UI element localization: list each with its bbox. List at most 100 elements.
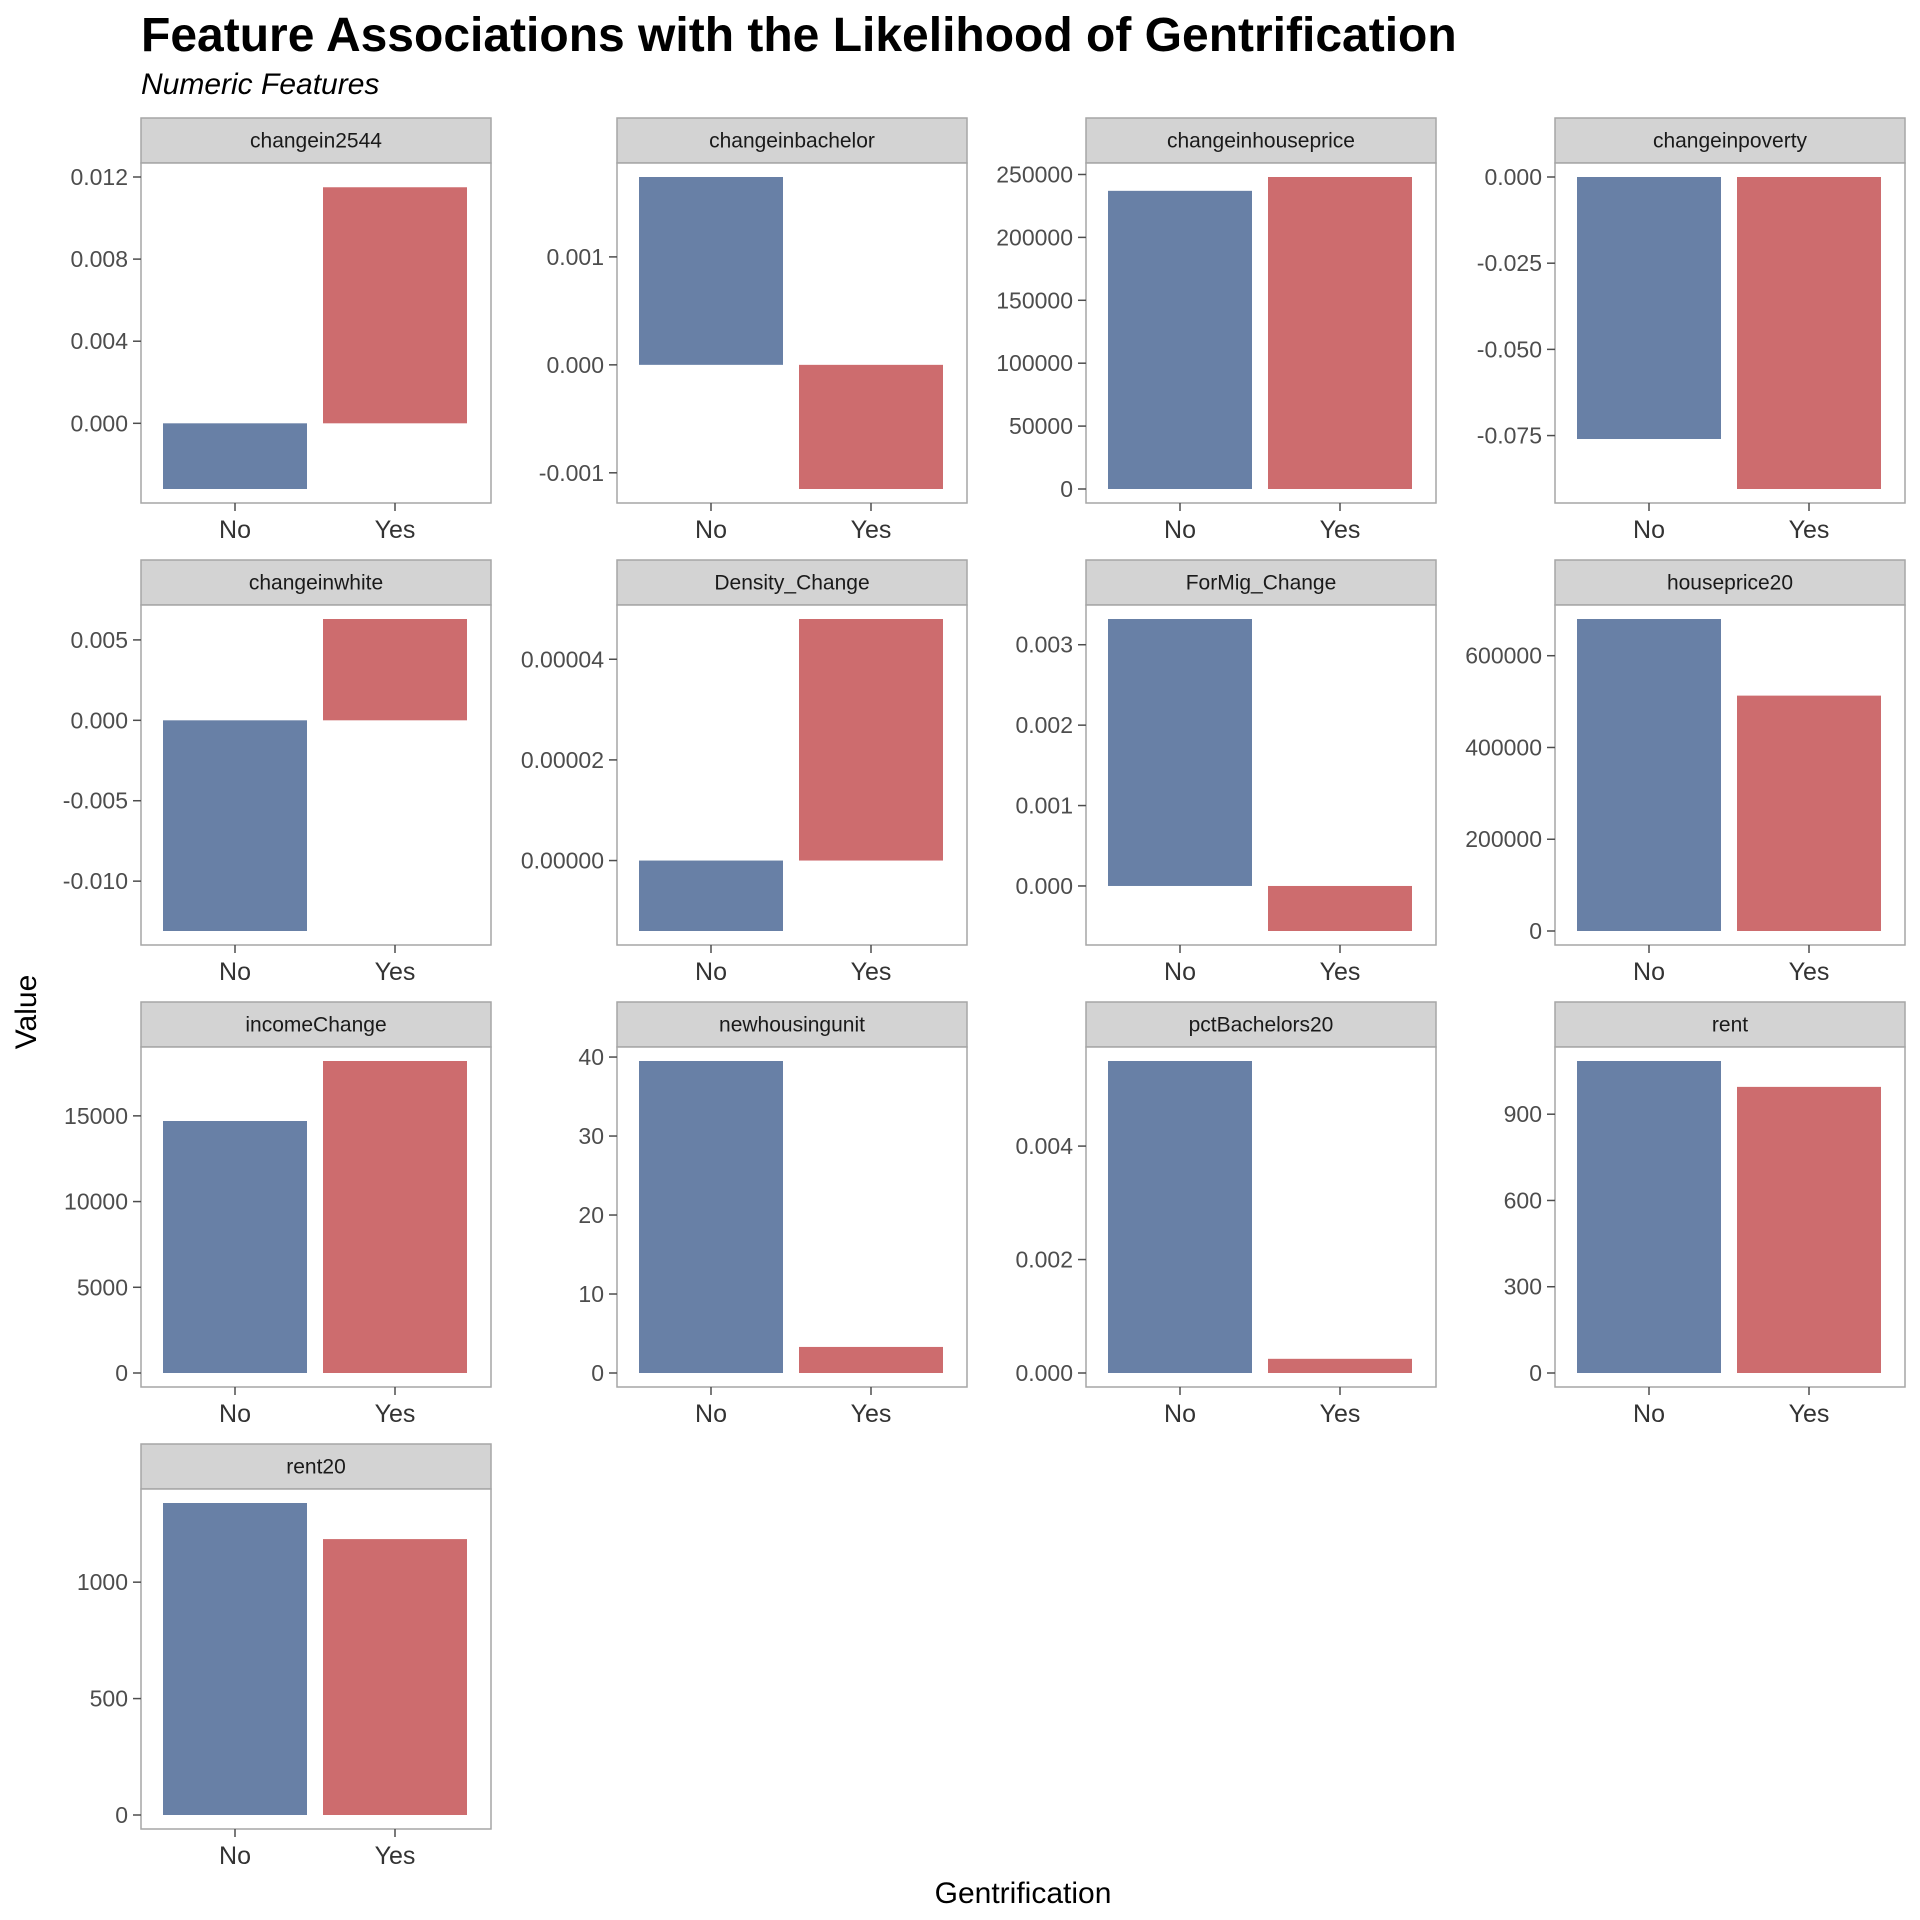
bar-no xyxy=(1577,619,1721,931)
strip-background xyxy=(1554,1001,1906,1048)
x-tick-label-no: No xyxy=(1164,958,1196,986)
x-tick-label-no: No xyxy=(219,958,251,986)
bar-yes xyxy=(1737,695,1881,931)
bar-no xyxy=(1108,1061,1252,1373)
y-tick-label: 900 xyxy=(1504,1101,1542,1127)
strip-label: rent20 xyxy=(286,1456,346,1479)
strip-background xyxy=(1554,559,1906,606)
y-tick-label: 500 xyxy=(90,1686,128,1712)
y-tick-label: 0.000 xyxy=(70,410,128,436)
y-tick-label: 0.005 xyxy=(70,627,128,653)
strip-label: changeinwhite xyxy=(249,572,383,595)
bar-no xyxy=(163,1121,307,1373)
strip-label: Density_Change xyxy=(714,572,869,595)
x-tick-label-yes: Yes xyxy=(375,1842,416,1870)
bar-yes xyxy=(1268,177,1412,489)
x-tick-label-no: No xyxy=(695,1400,727,1428)
y-tick-label: 20 xyxy=(578,1202,604,1228)
panel-pctBachelors20: pctBachelors20 0.000 0.002 0.004 No Yes xyxy=(1015,1001,1437,1428)
bar-no xyxy=(163,423,307,489)
x-tick-label-yes: Yes xyxy=(375,1400,416,1428)
y-tick-label: 15000 xyxy=(64,1103,128,1129)
y-tick-label: 0 xyxy=(115,1802,128,1828)
y-tick-label: -0.001 xyxy=(539,460,604,486)
y-tick-label: 0.000 xyxy=(1484,164,1542,190)
bar-no xyxy=(1108,619,1252,886)
strip-label: changeinhouseprice xyxy=(1167,130,1355,153)
x-tick-label-no: No xyxy=(1164,516,1196,544)
y-tick-label: 0.001 xyxy=(1015,793,1073,819)
x-tick-label-yes: Yes xyxy=(375,958,416,986)
bar-no xyxy=(163,720,307,931)
y-tick-label: 0.00004 xyxy=(521,646,604,672)
y-tick-label: 250000 xyxy=(996,161,1073,187)
panel-rent20: rent20 0 500 1000 No Yes xyxy=(77,1443,492,1870)
panel-changein2544: changein2544 0.000 0.004 0.008 0.012 No Yes xyxy=(70,117,492,544)
y-tick-label: -0.025 xyxy=(1477,250,1542,276)
strip-background xyxy=(616,559,968,606)
y-tick-label: 0.002 xyxy=(1015,712,1073,738)
bar-yes xyxy=(323,187,467,424)
y-tick-label: 200000 xyxy=(1465,826,1542,852)
bar-yes xyxy=(799,619,943,861)
y-tick-label: 10 xyxy=(578,1281,604,1307)
y-tick-label: 400000 xyxy=(1465,734,1542,760)
y-tick-label: 10000 xyxy=(64,1189,128,1215)
y-tick-label: 0 xyxy=(1060,476,1073,502)
panel-Density_Change: Density_Change 0.00000 0.00002 0.00004 No Yes xyxy=(521,559,968,986)
bar-no xyxy=(163,1503,307,1815)
chart-title: Feature Associations with the Likelihood… xyxy=(141,9,1457,62)
bar-no xyxy=(1108,190,1252,489)
panel-changeinhouseprice: changeinhouseprice 0 50000 100000 150000 2000… xyxy=(996,117,1437,544)
x-tick-label-no: No xyxy=(1633,958,1665,986)
strip-background xyxy=(1085,559,1437,606)
y-tick-label: 0 xyxy=(591,1360,604,1386)
y-tick-label: 0.002 xyxy=(1015,1247,1073,1273)
y-tick-label: 0.00002 xyxy=(521,747,604,773)
strip-label: houseprice20 xyxy=(1667,572,1793,595)
y-tick-label: 0.004 xyxy=(70,328,128,354)
panel-newhousingunit: newhousingunit 0 10 20 30 40 No Yes xyxy=(578,1001,968,1428)
x-tick-label-no: No xyxy=(1164,1400,1196,1428)
strip-label: ForMig_Change xyxy=(1186,572,1337,595)
x-tick-label-yes: Yes xyxy=(1320,516,1361,544)
x-tick-label-yes: Yes xyxy=(1320,1400,1361,1428)
y-tick-label: 100000 xyxy=(996,350,1073,376)
y-axis-title: Value xyxy=(10,975,43,1050)
strip-label: rent xyxy=(1712,1014,1748,1037)
y-tick-label: 300 xyxy=(1504,1274,1542,1300)
panel-changeinwhite: changeinwhite -0.010 -0.005 0.000 0.005 No Yes xyxy=(63,559,492,986)
bar-yes xyxy=(323,619,467,721)
y-tick-label: 0.00000 xyxy=(521,848,604,874)
strip-label: incomeChange xyxy=(245,1014,386,1037)
y-tick-label: 0.000 xyxy=(1015,1360,1073,1386)
strip-background xyxy=(1085,1001,1437,1048)
bar-no xyxy=(639,860,783,931)
strip-label: changeinbachelor xyxy=(709,130,875,153)
y-tick-label: 0 xyxy=(1529,1360,1542,1386)
y-tick-label: -0.075 xyxy=(1477,423,1542,449)
panel-changeinpoverty: changeinpoverty -0.075 -0.050 -0.025 0.000 No… xyxy=(1477,117,1906,544)
bar-no xyxy=(639,1061,783,1373)
panel-rent: rent 0 300 600 900 No Yes xyxy=(1504,1001,1906,1428)
x-tick-label-no: No xyxy=(219,1400,251,1428)
bar-yes xyxy=(1268,1358,1412,1373)
y-tick-label: 0.001 xyxy=(546,244,604,270)
bar-no xyxy=(1577,177,1721,440)
panel-incomeChange: incomeChange 0 5000 10000 15000 No Yes xyxy=(64,1001,492,1428)
bar-yes xyxy=(1737,177,1881,489)
bar-yes xyxy=(799,364,943,489)
x-tick-label-no: No xyxy=(695,516,727,544)
panel-houseprice20: houseprice20 0 200000 400000 600000 No Yes xyxy=(1465,559,1906,986)
y-tick-label: -0.050 xyxy=(1477,336,1542,362)
x-tick-label-yes: Yes xyxy=(851,516,892,544)
strip-background xyxy=(1085,117,1437,164)
chart-subtitle: Numeric Features xyxy=(141,68,380,101)
strip-label: changeinpoverty xyxy=(1653,130,1808,153)
y-tick-label: 0.000 xyxy=(1015,873,1073,899)
y-tick-label: -0.005 xyxy=(63,788,128,814)
y-tick-label: 40 xyxy=(578,1044,604,1070)
bar-yes xyxy=(323,1539,467,1815)
